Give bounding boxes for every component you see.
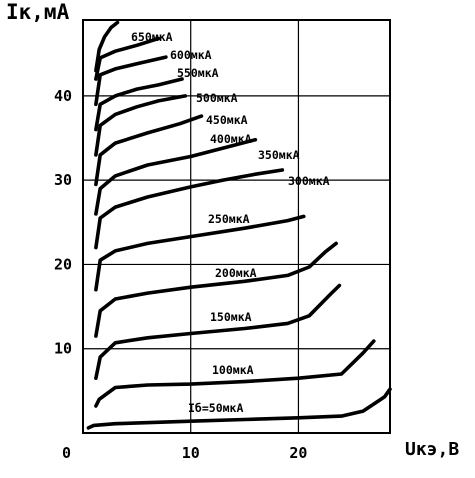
curve-5: [94, 168, 285, 250]
curve-4: [94, 214, 306, 292]
curve-label-11: 600мкА: [170, 48, 212, 62]
tick-labels: 0 10 20 10 20 30 40: [54, 87, 308, 462]
curve-label-8: 450мкА: [206, 113, 248, 127]
y-tick-label-40: 40: [54, 87, 72, 105]
curve-10: [94, 55, 168, 107]
curve-label-10: 550мкА: [177, 66, 219, 80]
curve-label-7: 400мкА: [210, 132, 252, 146]
y-axis-title: Iк,мА: [6, 0, 70, 24]
curve-1: [94, 339, 376, 408]
y-tick-label-20: 20: [54, 255, 72, 273]
y-tick-label-30: 30: [54, 171, 72, 189]
curve-8: [94, 94, 188, 157]
curve-label-0: Iб=50мкА: [188, 401, 243, 415]
curve-label-1: 100мкА: [212, 363, 254, 377]
curve-label-12: 650мкА: [131, 30, 173, 44]
curve-12: [94, 20, 120, 73]
curve-6: [94, 137, 258, 216]
plot-frame: [82, 19, 391, 434]
tick-label-origin: 0: [62, 444, 71, 462]
curve-3: [94, 241, 338, 338]
curves: [86, 20, 392, 430]
x-axis-title: Uкэ,В: [405, 439, 459, 460]
curve-labels: Iб=50мкА 100мкА 150мкА 200мкА 250мкА 300мкА 35…: [131, 30, 330, 415]
curve-7: [94, 114, 204, 187]
curve-11: [94, 36, 161, 81]
curve-label-4: 250мкА: [208, 212, 250, 226]
x-tick-label-10: 10: [182, 444, 200, 462]
curve-label-6: 350мкА: [258, 148, 300, 162]
curve-label-5: 300мкА: [288, 174, 330, 188]
curve-label-2: 150мкА: [210, 310, 252, 324]
curve-2: [94, 283, 342, 380]
x-tick-label-20: 20: [289, 444, 307, 462]
curve-0: [86, 387, 392, 430]
grid: [83, 20, 390, 433]
y-tick-label-10: 10: [54, 340, 72, 358]
curve-9: [94, 77, 184, 132]
curve-label-9: 500мкА: [196, 91, 238, 105]
curve-label-3: 200мкА: [215, 266, 257, 280]
